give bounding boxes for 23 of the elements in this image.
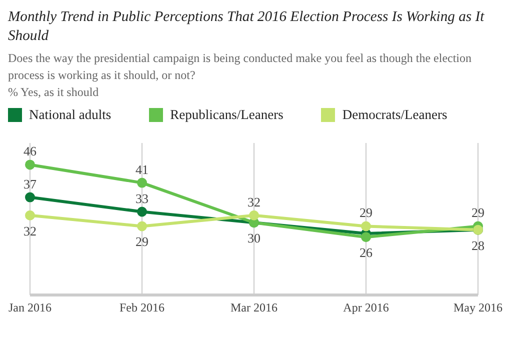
x-tick-label: Feb 2016 — [120, 300, 164, 315]
data-label: 29 — [360, 205, 372, 220]
data-label: 29 — [472, 205, 484, 220]
data-label: 37 — [24, 176, 37, 192]
legend-label: Democrats/Leaners — [342, 107, 448, 123]
data-label: 32 — [24, 223, 36, 238]
data-label: 32 — [248, 194, 260, 210]
data-label: 29 — [136, 234, 148, 250]
data-label: 26 — [360, 245, 373, 260]
data-label: 41 — [136, 162, 148, 177]
data-label: 33 — [136, 190, 148, 206]
x-tick-label: Apr 2016 — [343, 300, 389, 315]
chart-subtitle: Does the way the presidential campaign is being conducted make you feel as though the election process is working as it should, or not? — [8, 50, 473, 84]
x-tick-label: May 2016 — [454, 300, 502, 315]
data-label: 28 — [472, 238, 484, 253]
chart-title: Monthly Trend in Public Perceptions That 2016 Election Process Is Working as It Should — [8, 8, 486, 46]
data-label: 30 — [248, 230, 260, 246]
data-label: 46 — [24, 144, 37, 159]
x-tick-label: Mar 2016 — [230, 300, 278, 315]
x-tick-label: Jan 2016 — [8, 300, 52, 315]
legend-label: Republicans/Leaners — [170, 107, 284, 123]
y-axis-title: % Yes, as it should — [8, 84, 100, 101]
legend-label: National adults — [29, 107, 112, 123]
